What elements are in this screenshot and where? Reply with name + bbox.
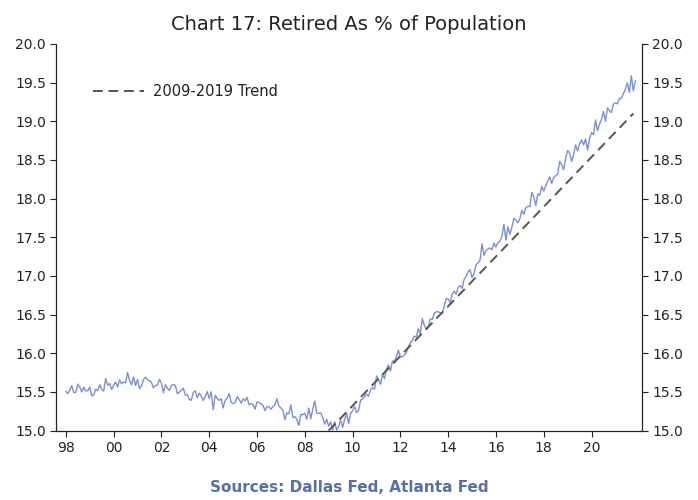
Legend: 2009-2019 Trend: 2009-2019 Trend: [87, 78, 283, 105]
Text: Sources: Dallas Fed, Atlanta Fed: Sources: Dallas Fed, Atlanta Fed: [209, 480, 489, 495]
Title: Chart 17: Retired As % of Population: Chart 17: Retired As % of Population: [171, 15, 527, 34]
